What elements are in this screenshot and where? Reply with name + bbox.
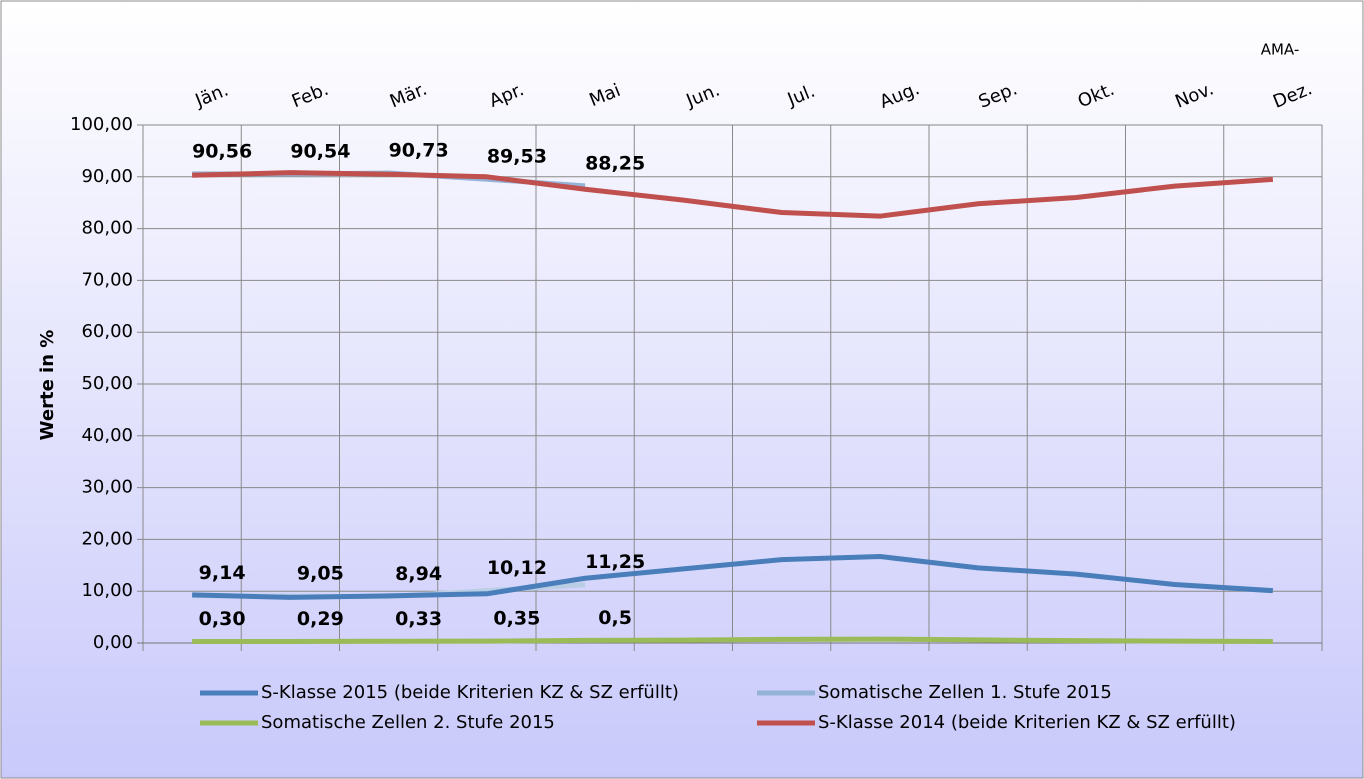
series-line (192, 170, 1274, 219)
y-tick-label: 20,00 (81, 528, 133, 549)
y-tick-label: 10,00 (81, 580, 133, 601)
data-label: 0,35 (493, 608, 540, 630)
series-line (192, 636, 1273, 644)
data-label: 8,94 (395, 563, 442, 585)
legend-label: Somatische Zellen 2. Stufe 2015 (261, 712, 555, 733)
y-axis-label: Werte in % (37, 330, 58, 441)
legend-label: S-Klasse 2015 (beide Kriterien KZ & SZ e… (261, 682, 679, 703)
data-label: 90,56 (192, 140, 252, 162)
y-tick-label: 100,00 (70, 114, 133, 135)
y-tick-label: 70,00 (81, 269, 133, 290)
y-tick-label: 90,00 (81, 166, 133, 187)
legend-label: Somatische Zellen 1. Stufe 2015 (818, 682, 1112, 703)
data-label: 88,25 (585, 152, 645, 174)
data-label: 0,33 (395, 608, 442, 630)
data-label: 90,73 (389, 140, 449, 162)
data-label: 89,53 (487, 146, 547, 168)
data-label: 0,5 (598, 607, 632, 629)
data-label: 9,14 (199, 562, 246, 584)
y-tick-label: 50,00 (81, 373, 133, 394)
data-label: 0,30 (199, 608, 246, 630)
y-tick-label: 0,00 (93, 632, 133, 653)
legend-label: S-Klasse 2014 (beide Kriterien KZ & SZ e… (818, 712, 1236, 733)
y-tick-label: 80,00 (81, 218, 133, 239)
data-label: 11,25 (585, 551, 645, 573)
data-label: 0,29 (297, 608, 344, 630)
series-line (192, 553, 1274, 600)
y-tick-label: 40,00 (81, 425, 133, 446)
data-label: 10,12 (487, 557, 547, 579)
data-label: 90,54 (290, 141, 350, 163)
y-tick-label: 60,00 (81, 321, 133, 342)
data-label: 9,05 (297, 563, 344, 585)
y-tick-label: 30,00 (81, 477, 133, 498)
annotation: AMA- (1261, 41, 1300, 59)
